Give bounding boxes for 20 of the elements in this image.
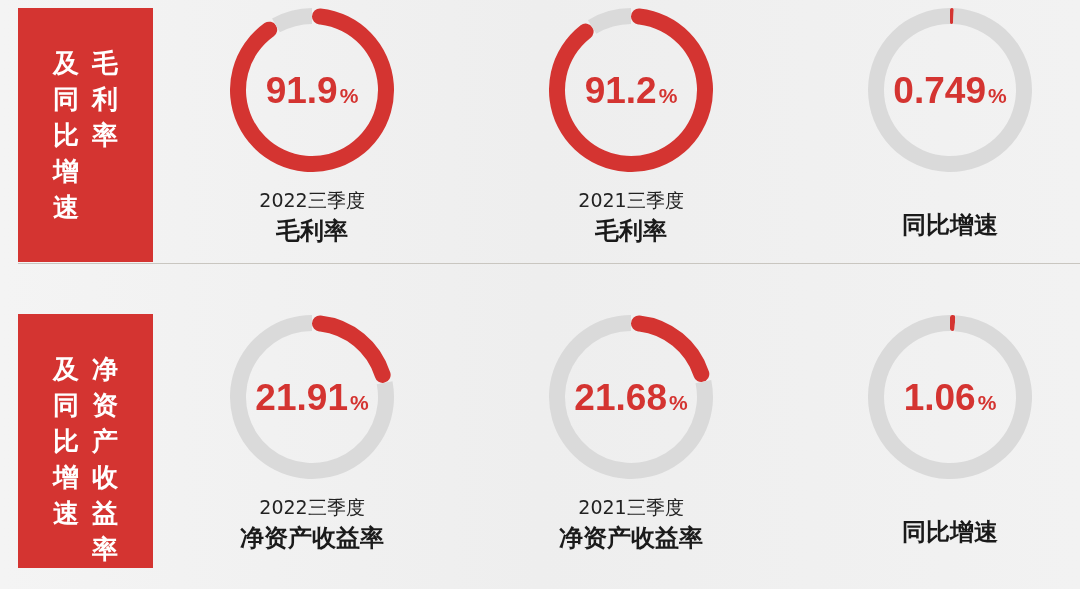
text: 净资产收益率: [239, 523, 385, 554]
text: 2022三季度: [258, 495, 366, 520]
text: 毛利率: [92, 47, 118, 152]
text: 净资产收益率: [558, 523, 704, 554]
text: 21.91%: [255, 377, 369, 418]
text: 2022三季度: [258, 188, 366, 213]
text: 毛利率: [275, 216, 349, 247]
text: 91.9%: [265, 70, 359, 111]
text: 及同比增速: [53, 47, 79, 224]
text: 0.749%: [893, 70, 1007, 111]
text: 净资产收益率: [92, 353, 118, 566]
text: 1.06%: [903, 377, 997, 418]
text: 21.68%: [574, 377, 688, 418]
text: 及同比增速: [53, 353, 79, 530]
text: 2021三季度: [577, 495, 685, 520]
text: 同比增速: [901, 210, 999, 241]
text: 同比增速: [901, 517, 999, 548]
text: 2021三季度: [577, 188, 685, 213]
text: 毛利率: [594, 216, 668, 247]
text: 91.2%: [584, 70, 678, 111]
